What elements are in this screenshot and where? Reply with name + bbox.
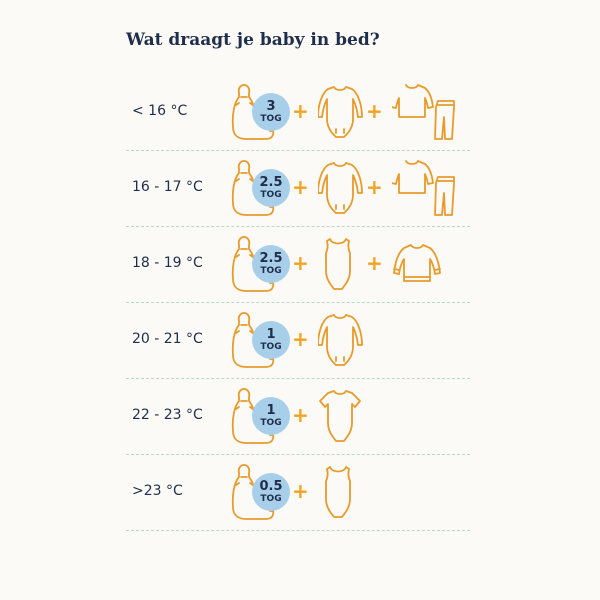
pajama-set-icon: [390, 79, 456, 149]
longsleeve-bodysuit-icon: [317, 157, 364, 221]
plus-icon: +: [292, 479, 309, 503]
shortsleeve-bodysuit-icon: [318, 385, 364, 449]
temperature-label: 18 - 19 °C: [132, 255, 203, 271]
plus-icon: +: [292, 251, 309, 275]
plus-icon: +: [292, 327, 309, 351]
temperature-label: < 16 °C: [132, 103, 188, 119]
pajama-set-icon: [390, 155, 456, 225]
sleeping-bag-icon: 3 TOG: [230, 81, 290, 141]
temperature-label: 22 - 23 °C: [132, 407, 203, 423]
tog-unit: TOG: [260, 342, 282, 352]
tog-unit: TOG: [260, 266, 282, 276]
sleeveless-bodysuit-icon: [318, 461, 358, 525]
row-divider: [126, 226, 470, 227]
tog-unit: TOG: [260, 190, 282, 200]
sleeping-bag-icon: 2.5 TOG: [230, 233, 290, 293]
tog-value: 2.5: [259, 251, 283, 266]
plus-icon: +: [292, 99, 309, 123]
plus-icon: +: [292, 175, 309, 199]
longsleeve-bodysuit-icon: [317, 309, 364, 373]
tog-badge: 2.5 TOG: [252, 245, 290, 283]
temperature-row: < 16 °C 3 TOG + +: [126, 75, 470, 151]
temperature-row: >23 °C 0.5 TOG +: [126, 455, 470, 531]
temperature-row: 20 - 21 °C 1 TOG +: [126, 303, 470, 379]
tog-badge: 0.5 TOG: [252, 473, 290, 511]
row-divider: [126, 454, 470, 455]
tog-badge: 2.5 TOG: [252, 169, 290, 207]
temperature-row: 18 - 19 °C 2.5 TOG + +: [126, 227, 470, 303]
plus-icon: +: [292, 403, 309, 427]
tog-unit: TOG: [260, 418, 282, 428]
tog-value: 3: [266, 99, 276, 114]
tog-unit: TOG: [260, 114, 282, 124]
temperature-label: 16 - 17 °C: [132, 179, 203, 195]
longsleeve-bodysuit-icon: [317, 81, 364, 145]
temperature-row: 16 - 17 °C 2.5 TOG + +: [126, 151, 470, 227]
long-sleeve-shirt-icon: [392, 239, 442, 291]
row-divider: [126, 150, 470, 151]
row-divider: [126, 302, 470, 303]
plus-icon: +: [366, 175, 383, 199]
tog-badge: 1 TOG: [252, 321, 290, 359]
sleeping-bag-icon: 1 TOG: [230, 309, 290, 369]
tog-value: 1: [266, 403, 276, 418]
plus-icon: +: [366, 251, 383, 275]
sleeping-bag-icon: 1 TOG: [230, 385, 290, 445]
tog-value: 0.5: [259, 479, 283, 494]
tog-badge: 1 TOG: [252, 397, 290, 435]
row-divider: [126, 530, 470, 531]
sleeveless-bodysuit-icon: [318, 233, 358, 297]
plus-icon: +: [366, 99, 383, 123]
tog-value: 2.5: [259, 175, 283, 190]
temperature-label: 20 - 21 °C: [132, 331, 203, 347]
tog-badge: 3 TOG: [252, 93, 290, 131]
temperature-label: >23 °C: [132, 483, 183, 499]
sleeping-bag-icon: 0.5 TOG: [230, 461, 290, 521]
temperature-row: 22 - 23 °C 1 TOG +: [126, 379, 470, 455]
tog-value: 1: [266, 327, 276, 342]
page-title: Wat draagt je baby in bed?: [126, 30, 380, 50]
tog-unit: TOG: [260, 494, 282, 504]
sleeping-bag-icon: 2.5 TOG: [230, 157, 290, 217]
row-divider: [126, 378, 470, 379]
